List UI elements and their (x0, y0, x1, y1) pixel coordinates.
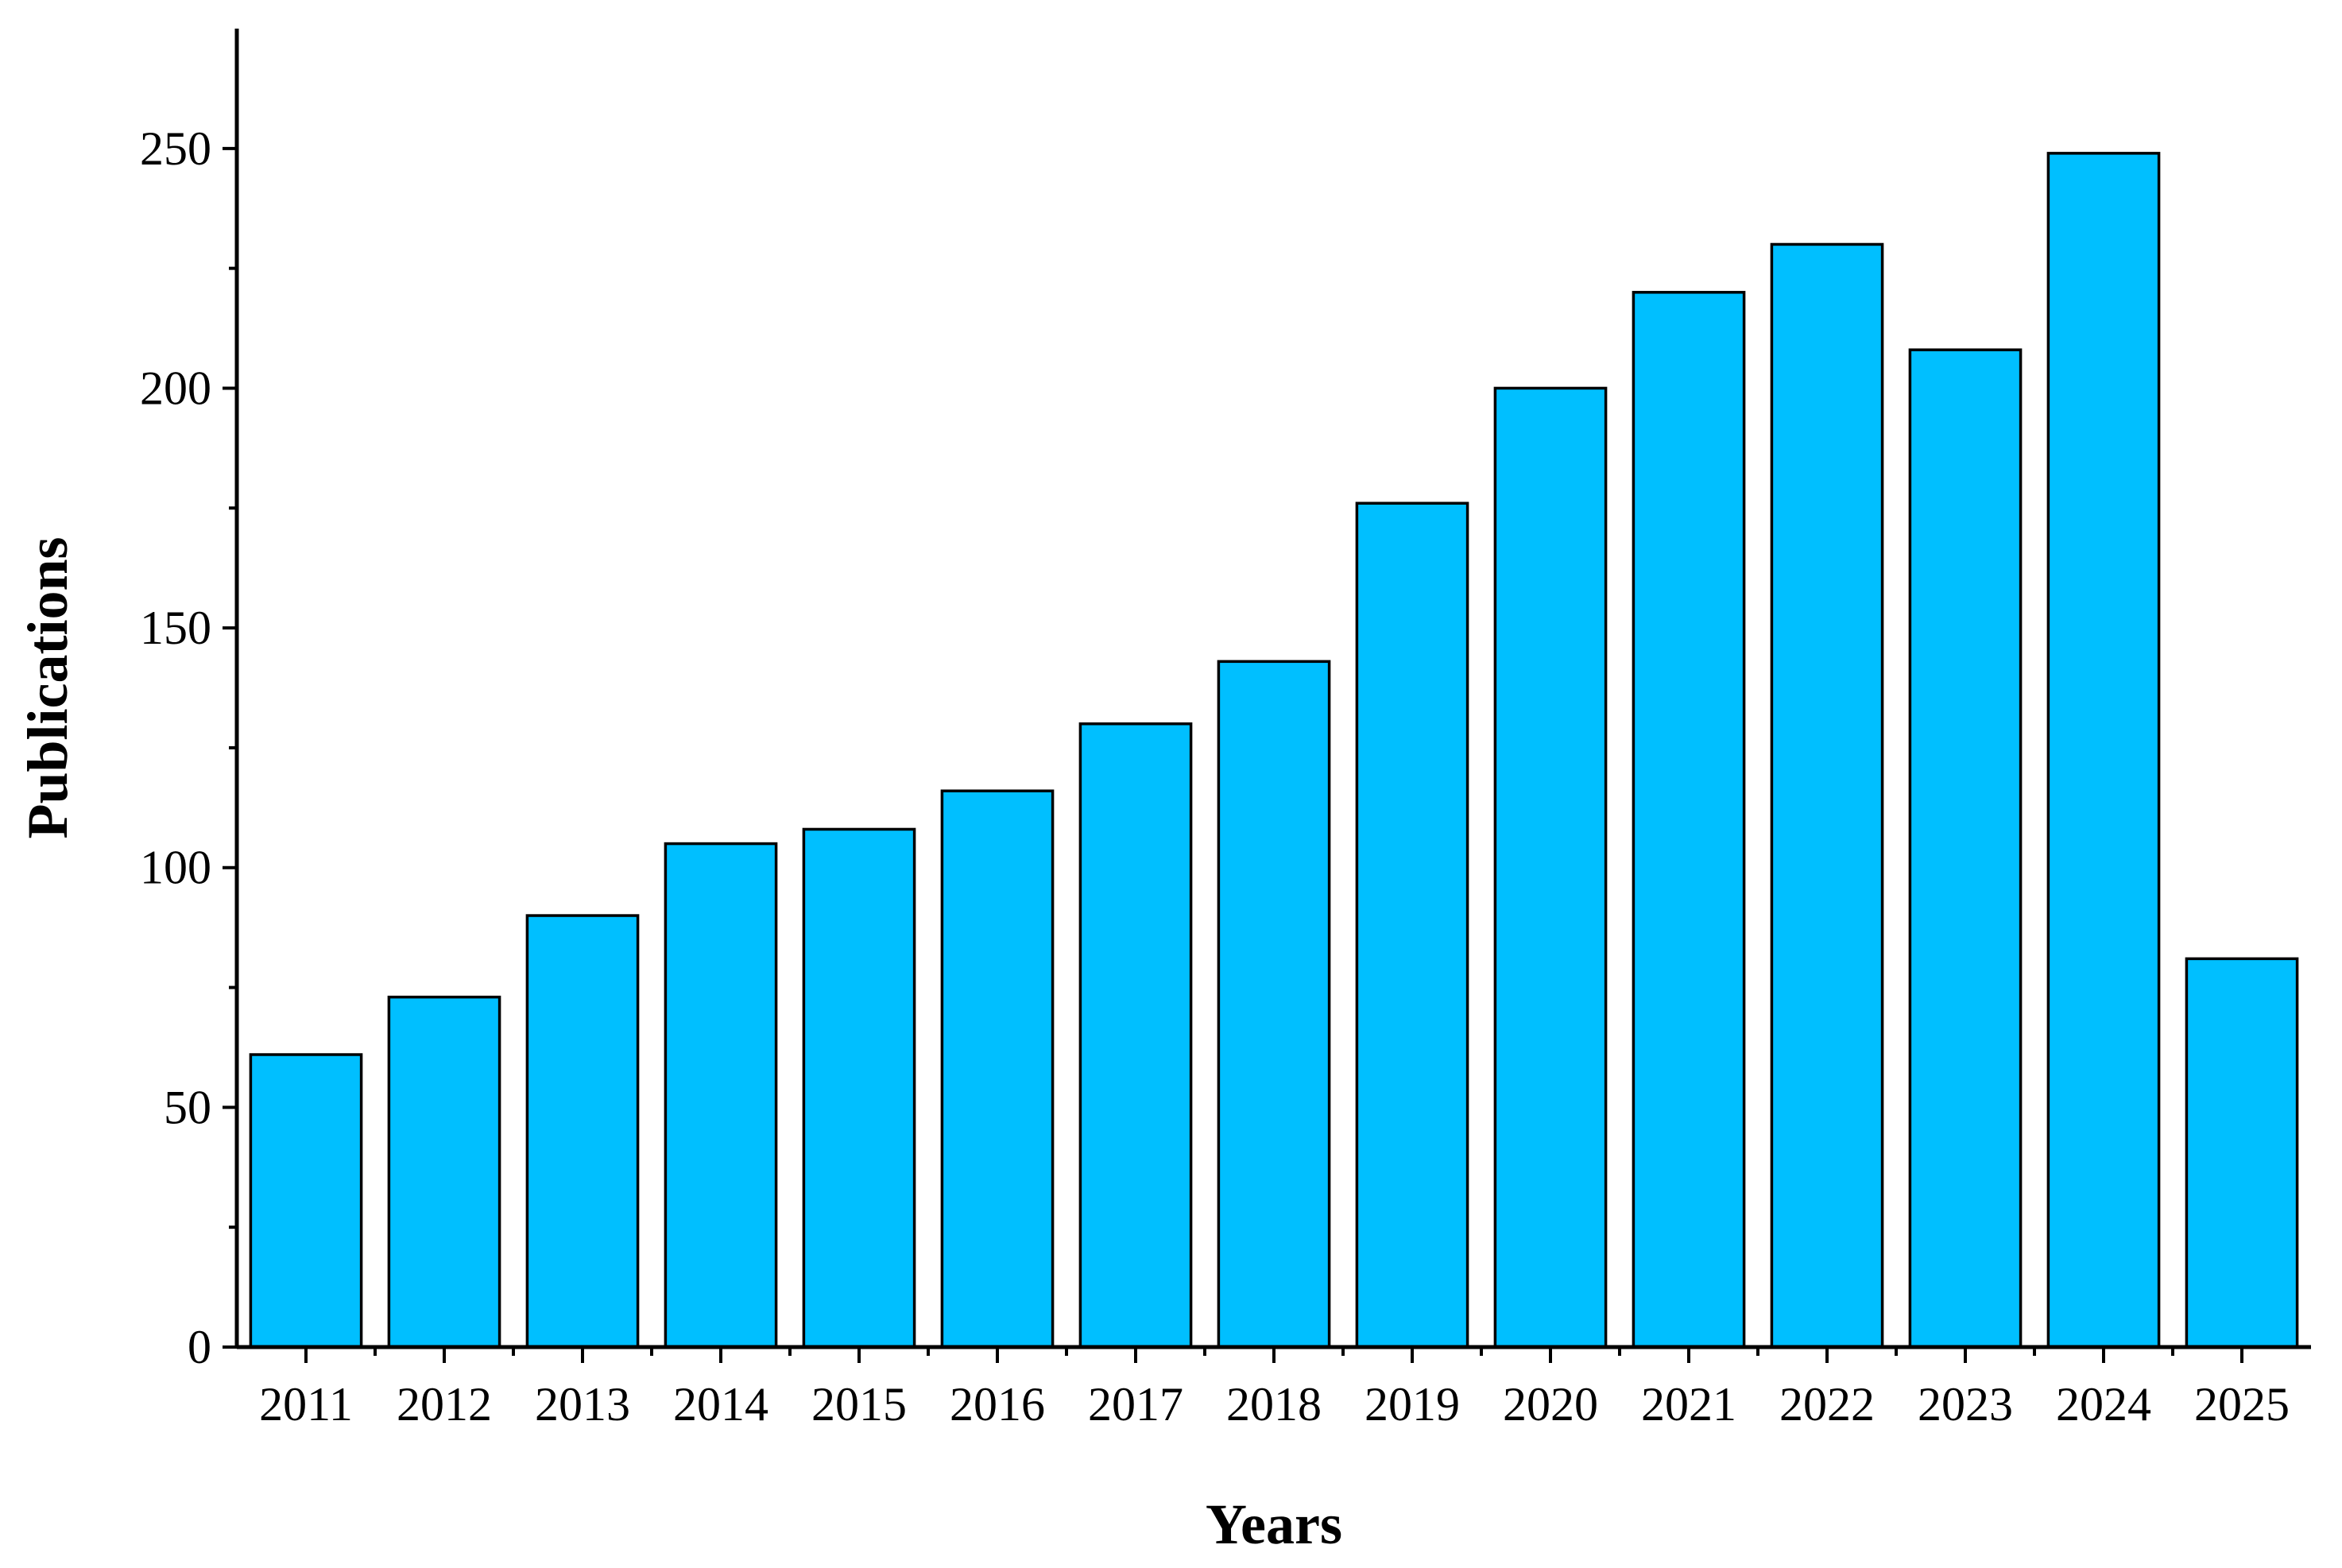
x-ticks-layer: 2011 2012 2013 2014 2015 2016 2017 2018 2019 2020… (259, 1347, 2290, 1431)
bar-2020 (1493, 386, 1608, 1349)
bar-2018 (1217, 660, 1331, 1349)
bar-2021 (1632, 291, 1746, 1349)
bar-2016 (940, 789, 1055, 1349)
x-axis-title: Years (1206, 1493, 1342, 1556)
bar-2023 (1908, 348, 2023, 1349)
y-tick-label: 0 (188, 1321, 211, 1373)
y-axis-title: Publications (16, 536, 79, 838)
bar-2024 (2046, 152, 2161, 1349)
y-tick-label: 200 (140, 362, 211, 414)
bar-2025 (2185, 957, 2299, 1349)
bar-2011 (249, 1053, 363, 1349)
y-tick-label: 150 (140, 602, 211, 654)
x-tick-label-2017: 2017 (1088, 1378, 1183, 1431)
y-tick-label: 250 (140, 122, 211, 175)
x-tick-label-2018: 2018 (1226, 1378, 1322, 1431)
x-tick-label-2023: 2023 (1918, 1378, 2013, 1431)
x-tick-label-2015: 2015 (811, 1378, 907, 1431)
bar-2013 (525, 914, 640, 1349)
x-tick-label-2021: 2021 (1641, 1378, 1736, 1431)
x-tick-label-2016: 2016 (950, 1378, 1045, 1431)
bar-2022 (1770, 242, 1884, 1349)
x-tick-label-2013: 2013 (535, 1378, 630, 1431)
bar-2012 (387, 995, 501, 1349)
x-tick-label-2025: 2025 (2194, 1378, 2290, 1431)
y-tick-label: 100 (140, 842, 211, 894)
y-ticks-layer: 0 50 100 150 200 250 (140, 122, 237, 1373)
bar-2019 (1355, 501, 1469, 1349)
bar-2015 (802, 827, 916, 1349)
x-tick-label-2022: 2022 (1779, 1378, 1875, 1431)
bars-layer (249, 152, 2299, 1349)
x-tick-label-2019: 2019 (1365, 1378, 1460, 1431)
x-tick-label-2014: 2014 (673, 1378, 768, 1431)
x-tick-label-2012: 2012 (397, 1378, 492, 1431)
bar-2014 (664, 842, 778, 1349)
bar-2017 (1078, 722, 1193, 1349)
y-tick-label: 50 (164, 1081, 211, 1133)
x-tick-label-2020: 2020 (1503, 1378, 1598, 1431)
x-tick-label-2024: 2024 (2056, 1378, 2151, 1431)
x-tick-label-2011: 2011 (259, 1378, 353, 1431)
